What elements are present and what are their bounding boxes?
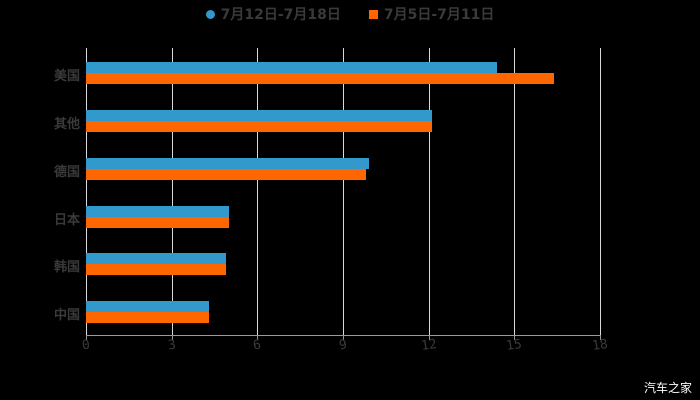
bar[interactable] <box>86 168 366 180</box>
grid-line <box>600 48 601 335</box>
bar[interactable] <box>86 264 226 276</box>
x-tick <box>514 335 516 340</box>
x-tick <box>257 335 259 340</box>
x-tick <box>343 335 344 340</box>
x-tick-label: 15 <box>505 336 524 355</box>
bar[interactable] <box>86 62 498 73</box>
y-axis-line <box>86 48 87 335</box>
bar[interactable] <box>86 312 209 324</box>
grid-line <box>257 48 259 335</box>
x-tick-label: 12 <box>419 336 438 355</box>
grid-line <box>428 48 430 335</box>
legend-item-series-1[interactable]: 7月12日-7月18日 <box>205 4 341 24</box>
x-tick <box>171 335 173 340</box>
category-label: 韩国 <box>53 260 80 276</box>
grid-line <box>514 48 516 335</box>
category-label: 日本 <box>53 212 80 228</box>
circle-marker-icon <box>205 9 215 19</box>
watermark: 汽车之家 <box>643 381 692 395</box>
bar[interactable] <box>86 205 229 217</box>
bar[interactable] <box>86 109 432 121</box>
x-tick-label: 9 <box>338 337 348 354</box>
legend-item-series-2[interactable]: 7月5日-7月11日 <box>368 4 495 24</box>
x-tick-label: 18 <box>591 336 609 355</box>
x-tick-label: 0 <box>81 337 91 354</box>
legend-label: 7月5日-7月11日 <box>383 7 495 23</box>
bar[interactable] <box>86 157 369 169</box>
chart-legend: 7月12日-7月18日 7月5日-7月11日 <box>0 4 700 24</box>
x-tick-label: 3 <box>166 337 177 354</box>
grid-line <box>343 48 344 335</box>
bar[interactable] <box>86 216 229 228</box>
grid-line <box>171 48 173 335</box>
category-label: 中国 <box>53 308 80 324</box>
legend-label: 7月12日-7月18日 <box>220 7 341 23</box>
bar[interactable] <box>86 73 555 84</box>
category-label: 其他 <box>53 116 80 132</box>
x-tick <box>600 335 601 340</box>
square-marker-icon <box>368 9 378 19</box>
bar[interactable] <box>86 301 209 313</box>
x-tick <box>86 335 87 340</box>
x-tick-label: 6 <box>252 337 263 354</box>
category-label: 美国 <box>53 69 80 84</box>
x-tick <box>428 335 430 340</box>
plot-area <box>86 48 601 335</box>
bar[interactable] <box>86 120 432 132</box>
bar[interactable] <box>86 253 226 265</box>
category-label: 德国 <box>53 164 80 180</box>
